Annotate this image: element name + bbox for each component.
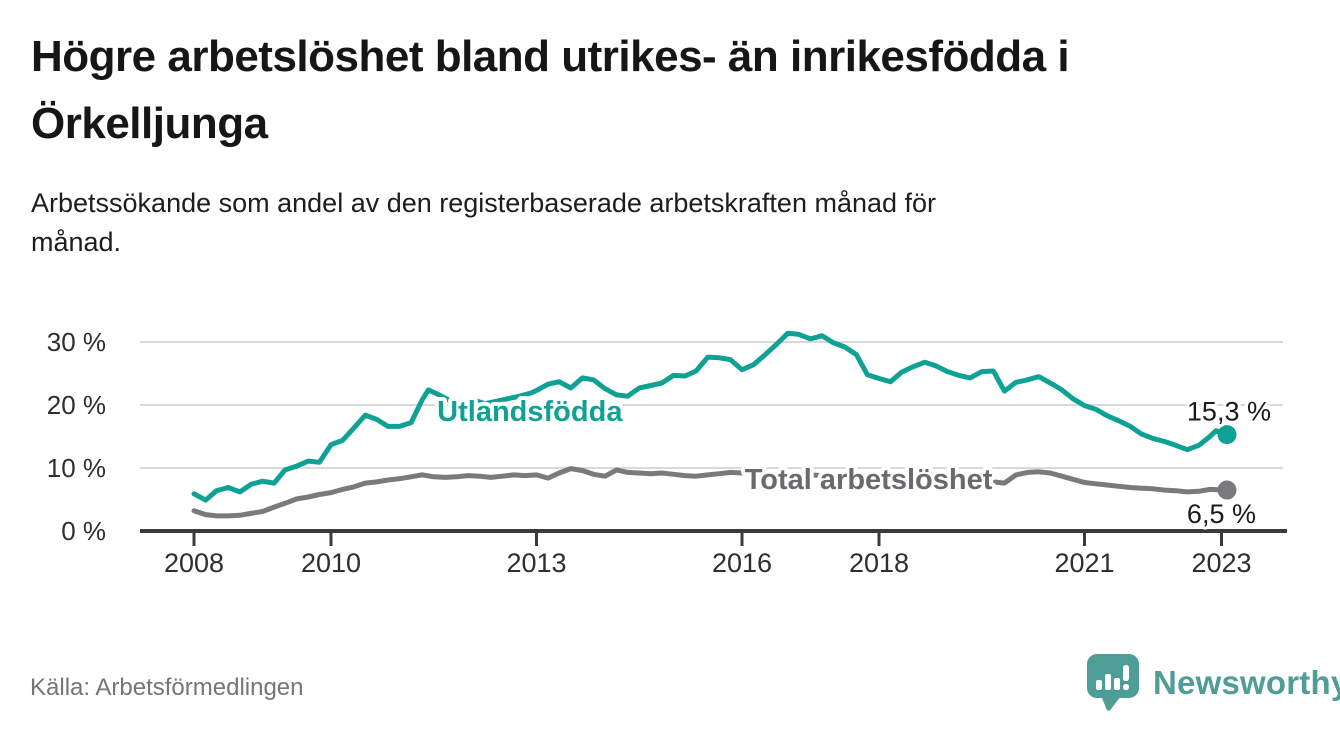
gridlines (140, 341, 1283, 469)
x-tick-label: 2021 (1054, 548, 1114, 578)
x-tick-label: 2010 (301, 548, 361, 578)
page-subtitle: Arbetssökande som andel av den registerb… (31, 184, 1251, 262)
series-line-total (191, 466, 1230, 519)
series-annotations-utlandsfodda: Utlandsfödda 15,3 % (433, 392, 1274, 445)
x-tick-label: 2018 (849, 548, 909, 578)
page-subtitle-line-1: Arbetssökande som andel av den registerb… (31, 188, 937, 218)
data-line (191, 466, 1230, 519)
x-tick-label: 2016 (712, 548, 772, 578)
end-value-label: 6,5 % (1187, 499, 1256, 529)
page-title-line-1: Högre arbetslöshet bland utrikes- än inr… (31, 32, 1070, 81)
page-title: Högre arbetslöshet bland utrikes- än inr… (31, 24, 1291, 158)
x-tick-label: 2013 (506, 548, 566, 578)
end-value-label: 15,3 % (1187, 397, 1271, 427)
data-line (191, 330, 1230, 503)
series-end-dot (1217, 425, 1237, 445)
y-tick-label: 20 % (47, 390, 106, 420)
series-label: Utlandsfödda (437, 396, 623, 428)
y-tick-label: 0 % (61, 516, 106, 546)
series-line-utlandsfodda (191, 330, 1230, 503)
newsworthy-logo-text: Newsworthy (1153, 664, 1340, 701)
y-tick-label: 30 % (47, 327, 106, 357)
series-end-dot (1217, 480, 1237, 500)
y-axis-labels: 0 % 10 % 20 % 30 % (47, 327, 106, 546)
x-tick-label: 2023 (1191, 548, 1251, 578)
source-note: Källa: Arbetsförmedlingen (30, 674, 304, 701)
series-annotations-total: Total arbetslöshet 6,5 % (741, 460, 1259, 532)
y-tick-label: 10 % (47, 453, 106, 483)
newsworthy-bubble-chart-icon (1087, 654, 1139, 711)
newsworthy-logo: Newsworthy (1086, 652, 1340, 714)
page-title-line-2: Örkelljunga (31, 98, 268, 148)
series-label: Total arbetslöshet (745, 464, 993, 496)
page-subtitle-line-2: månad. (31, 227, 122, 258)
x-axis: 2008 2010 2013 2016 2018 2021 2023 (140, 529, 1287, 578)
x-tick-label: 2008 (164, 548, 224, 578)
